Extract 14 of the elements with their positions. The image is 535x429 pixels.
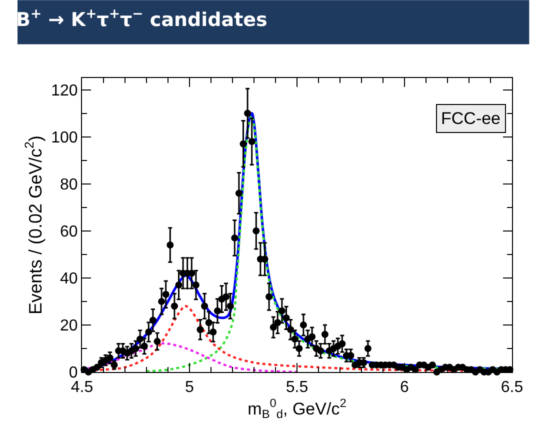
x-tick-label: 5.5 bbox=[286, 379, 308, 396]
y-tick-label: 80 bbox=[60, 176, 78, 194]
y-tick-label: 100 bbox=[51, 129, 78, 146]
x-tick-label: 6 bbox=[400, 379, 410, 396]
y-tick-label: 60 bbox=[60, 223, 78, 240]
chart-title: B$^{+}$ → K$^{+}$τ$^{+}$τ$^{−}$ candidates bbox=[16, 6, 268, 31]
x-tick-label: 4.5 bbox=[70, 379, 94, 396]
x-tick-label: 5 bbox=[185, 379, 194, 396]
x-tick-label: 6.5 bbox=[500, 379, 524, 396]
y-tick-label: 0 bbox=[68, 364, 78, 382]
y-tick-label: 120 bbox=[51, 82, 78, 100]
y-tick-label: 20 bbox=[60, 318, 78, 335]
annotation: FCC-ee bbox=[441, 109, 501, 128]
y-tick-label: 40 bbox=[60, 270, 78, 288]
